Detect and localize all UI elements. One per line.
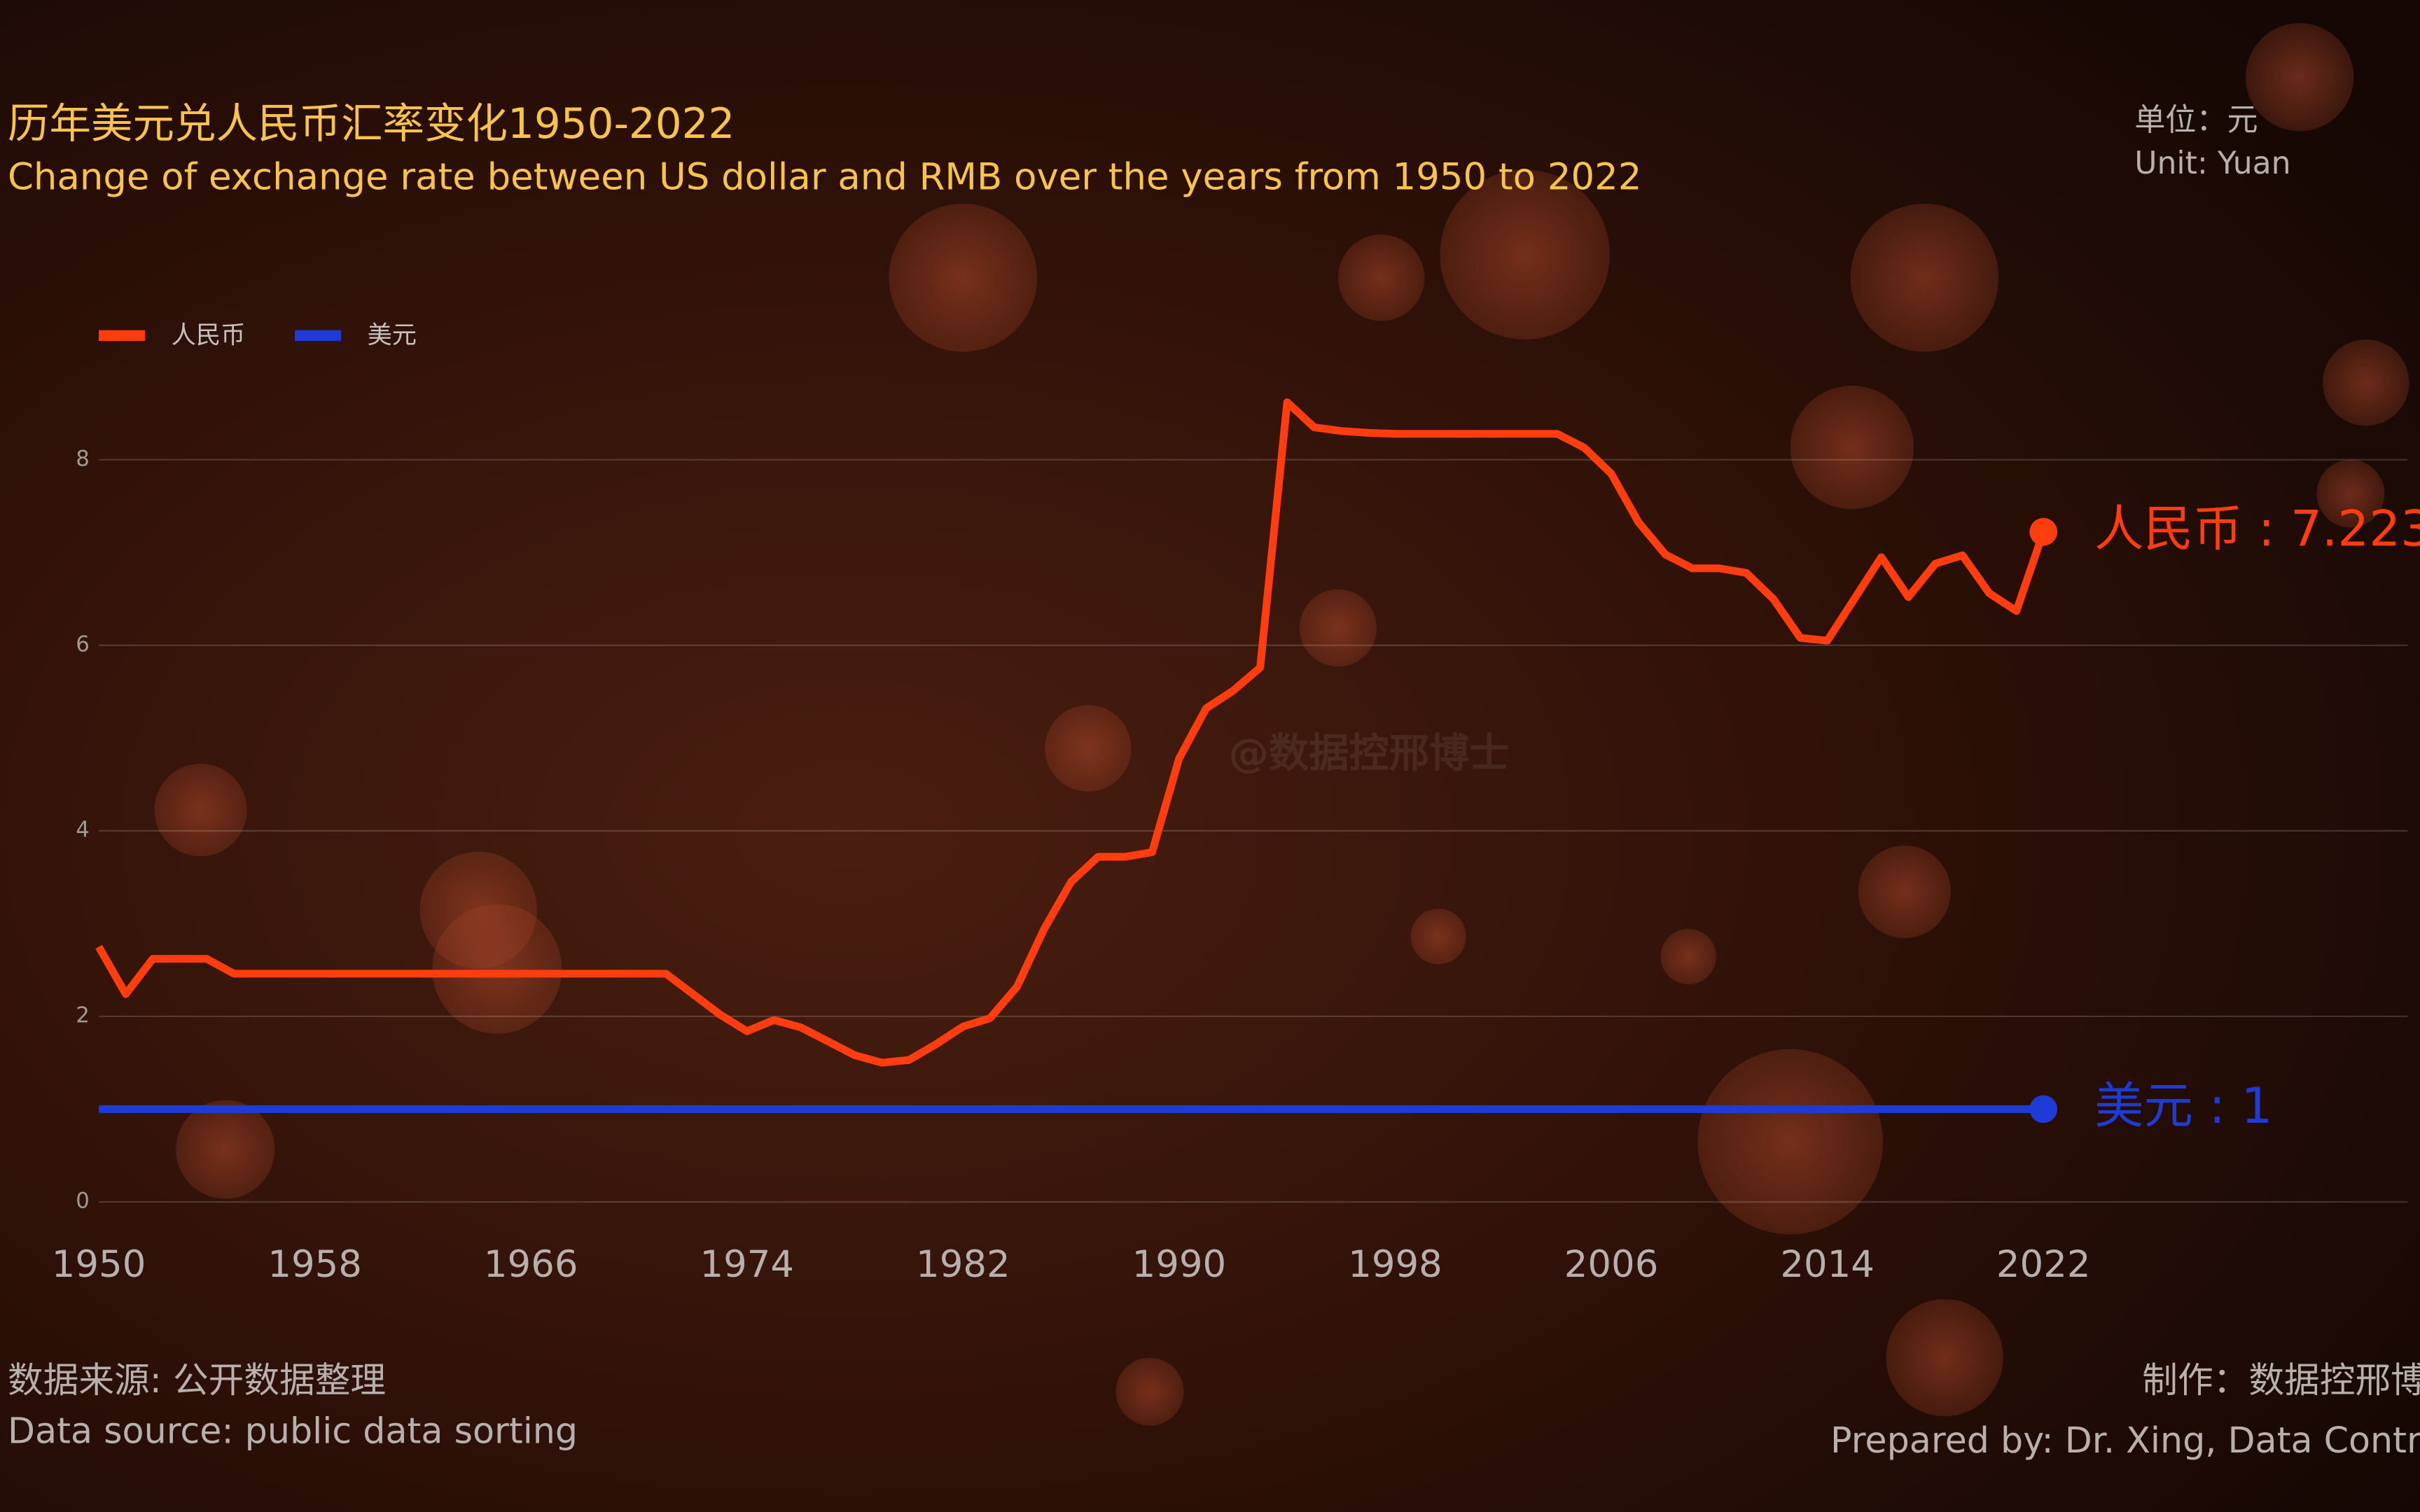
end-label: 美元 : 1 bbox=[2094, 1077, 2272, 1135]
legend-label: 美元 bbox=[368, 321, 417, 349]
y-tick-label: 2 bbox=[76, 1002, 90, 1028]
x-tick-label: 2022 bbox=[1996, 1243, 2091, 1286]
source-cn: 数据来源: 公开数据整理 bbox=[8, 1359, 386, 1401]
y-tick-label: 8 bbox=[76, 446, 90, 471]
y-tick-label: 4 bbox=[76, 817, 90, 842]
chart-subtitle: Change of exchange rate between US dolla… bbox=[8, 155, 1641, 198]
x-tick-label: 1950 bbox=[52, 1243, 146, 1286]
x-tick-label: 1974 bbox=[700, 1243, 794, 1286]
source-en: Data source: public data sorting bbox=[8, 1410, 578, 1452]
end-dot bbox=[2029, 1095, 2058, 1124]
legend-swatch bbox=[99, 330, 146, 342]
x-tick-label: 1966 bbox=[484, 1243, 578, 1286]
y-tick-label: 6 bbox=[76, 631, 90, 657]
legend-swatch bbox=[294, 330, 342, 342]
x-tick-label: 2014 bbox=[1780, 1243, 1875, 1286]
x-tick-label: 1990 bbox=[1132, 1243, 1227, 1286]
x-tick-label: 2006 bbox=[1564, 1243, 1659, 1286]
watermark: @数据控邢博士 bbox=[1228, 730, 1509, 777]
end-dot bbox=[2029, 517, 2058, 546]
legend-label: 人民币 bbox=[172, 321, 246, 349]
end-label: 人民币 : 7.223 bbox=[2094, 500, 2420, 557]
unit-cn: 单位：元 bbox=[2134, 102, 2258, 138]
line bbox=[95, 398, 2047, 1067]
credit-en: Prepared by: Dr. Xing, Data Control bbox=[1830, 1420, 2420, 1461]
bokeh bbox=[154, 23, 2409, 1426]
y-tick-label: 0 bbox=[76, 1188, 90, 1213]
credit-cn: 制作：数据控邢博士 bbox=[2142, 1359, 2420, 1401]
chart-title: 历年美元兑人民币汇率变化1950-2022 bbox=[8, 100, 735, 148]
x-tick-label: 1998 bbox=[1348, 1243, 1442, 1286]
x-tick-label: 1982 bbox=[916, 1243, 1010, 1286]
unit-en: Unit: Yuan bbox=[2134, 146, 2290, 181]
x-tick-label: 1958 bbox=[267, 1243, 362, 1286]
